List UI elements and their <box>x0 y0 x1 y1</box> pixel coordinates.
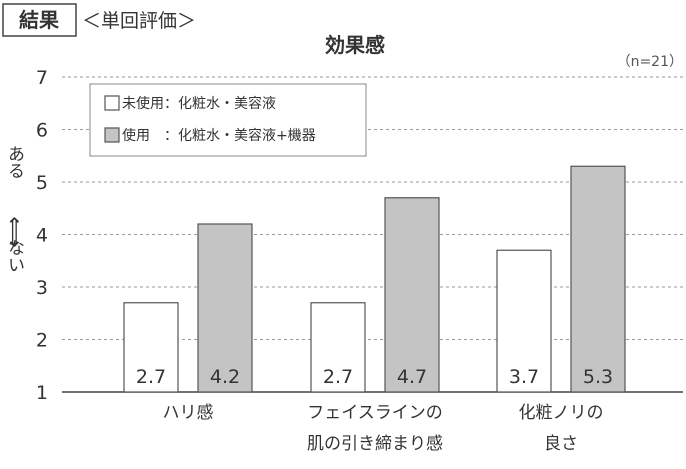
bar-value-label: 2.7 <box>136 366 166 388</box>
y-tick-label: 2 <box>36 330 48 352</box>
bar <box>570 165 626 393</box>
legend-label-unused: 未使用：化粧水・美容液 <box>122 95 276 112</box>
legend-swatch-used <box>104 127 120 143</box>
bar <box>197 223 253 393</box>
bar <box>123 302 179 393</box>
y-tick-label: 4 <box>36 225 48 247</box>
page-subtitle: ＜単回評価＞ <box>82 10 196 32</box>
y-axis-label-top: ある <box>4 145 24 179</box>
chart-title: 効果感 <box>325 33 385 57</box>
y-tick-label: 3 <box>36 277 48 299</box>
bar-value-label: 3.7 <box>509 366 539 388</box>
x-tick-label: 肌の引き締まり感 <box>307 434 443 454</box>
legend-box <box>89 83 367 157</box>
y-tick-label: 1 <box>36 382 48 404</box>
section-label-box <box>2 3 77 37</box>
legend-swatch-unused <box>104 95 120 111</box>
section-label: 結果 <box>19 8 59 32</box>
bar <box>310 302 366 393</box>
y-axis-label: ある ⟺ ない <box>2 145 27 273</box>
bar-value-label: 2.7 <box>323 366 353 388</box>
bar-value-label: 4.2 <box>210 366 240 388</box>
sample-note: （n=21） <box>617 54 683 70</box>
legend: 未使用：化粧水・美容液 使用 ：化粧水・美容液+機器 <box>89 83 367 157</box>
x-tick-label: フェイスラインの <box>307 403 443 423</box>
bar-value-label: 4.7 <box>397 366 427 388</box>
bar-value-label: 5.3 <box>583 366 613 388</box>
legend-label-used: 使用 ：化粧水・美容液+機器 <box>122 127 316 144</box>
y-axis-label-bottom: ない <box>4 239 24 273</box>
bar <box>496 249 552 393</box>
x-tick-label: ハリ感 <box>163 403 214 423</box>
y-tick-layer: 1 2 3 4 5 6 7 <box>36 67 48 404</box>
x-tick-label: 良さ <box>544 434 578 454</box>
y-tick-label: 5 <box>36 172 48 194</box>
bar-layer: 2.7 4.2 2.7 4.7 3.7 5.3 <box>123 165 626 393</box>
y-tick-label: 6 <box>36 120 48 142</box>
bar <box>384 197 440 393</box>
y-tick-label: 7 <box>36 67 48 89</box>
x-tick-label: 化粧ノリの <box>519 403 604 423</box>
y-axis-label-arrow: ⟺ <box>2 216 27 248</box>
